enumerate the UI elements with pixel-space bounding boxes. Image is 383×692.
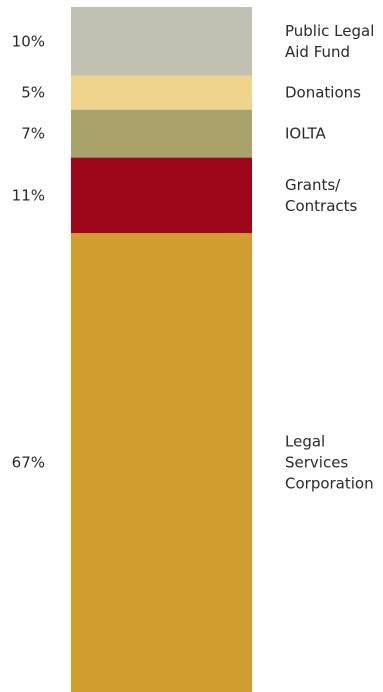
bar-segments — [71, 7, 252, 692]
category-label-line: IOLTA — [285, 125, 327, 143]
value-label-grants-contracts: 11% — [12, 186, 45, 204]
value-label-public-legal-aid-fund: 10% — [12, 32, 45, 50]
bar-segment-public-legal-aid-fund — [71, 7, 252, 76]
category-label-line: Legal — [285, 433, 325, 451]
category-label-line: Donations — [285, 84, 361, 102]
value-label-legal-services-corporation: 67% — [12, 454, 45, 472]
category-labels: Public Legal Aid Fund Donations IOLTA Grants… — [285, 22, 374, 493]
category-label-grants-contracts: Grants/Contracts — [285, 176, 358, 215]
category-label-line: Services — [285, 454, 348, 472]
category-label-line: Aid Fund — [285, 43, 350, 61]
bar-segment-grants-contracts — [71, 157, 252, 234]
category-label-line: Corporation — [285, 475, 374, 493]
category-label-line: Public Legal — [285, 22, 374, 40]
category-label-line: Grants/ — [285, 176, 341, 194]
category-label-legal-services-corporation: Legal Services Corporation — [285, 433, 374, 493]
bar-segment-iolta — [71, 109, 252, 159]
category-label-public-legal-aid-fund: Public Legal Aid Fund — [285, 22, 374, 61]
value-labels: 10% 5% 7% 11% 67% — [12, 32, 45, 471]
bar-segment-donations — [71, 75, 252, 111]
bar-segment-legal-services-corporation — [71, 233, 252, 692]
value-label-iolta: 7% — [21, 125, 45, 143]
category-label-iolta: IOLTA — [285, 125, 327, 143]
category-label-line: Contracts — [285, 197, 358, 215]
category-label-donations: Donations — [285, 84, 361, 102]
value-label-donations: 5% — [21, 84, 45, 102]
